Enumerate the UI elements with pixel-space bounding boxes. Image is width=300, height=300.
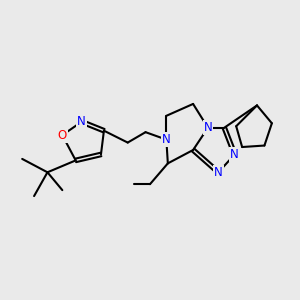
- Text: N: N: [162, 133, 171, 146]
- Text: N: N: [77, 115, 86, 128]
- Text: N: N: [204, 121, 212, 134]
- Text: N: N: [214, 166, 223, 179]
- Text: O: O: [58, 129, 67, 142]
- Text: N: N: [230, 148, 239, 161]
